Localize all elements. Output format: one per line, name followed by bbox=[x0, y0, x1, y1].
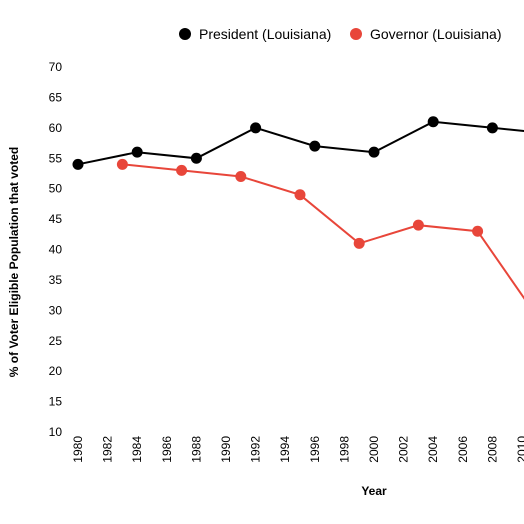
legend-item: President (Louisiana) bbox=[179, 26, 331, 42]
x-tick-label: 2010 bbox=[515, 436, 524, 463]
y-tick-label: 45 bbox=[49, 212, 63, 226]
data-point bbox=[368, 146, 380, 158]
legend-marker bbox=[350, 28, 362, 40]
x-tick-label: 1992 bbox=[249, 436, 263, 463]
series-line bbox=[77, 120, 524, 166]
legend-item: Governor (Louisiana) bbox=[350, 26, 502, 42]
data-point bbox=[353, 237, 365, 249]
legend-label: President (Louisiana) bbox=[199, 26, 331, 42]
data-point bbox=[294, 189, 306, 201]
y-tick-label: 10 bbox=[49, 425, 63, 439]
y-axis-title: % of Voter Eligible Population that vote… bbox=[7, 147, 21, 377]
x-tick-label: 1986 bbox=[160, 436, 174, 463]
data-point bbox=[309, 140, 321, 152]
data-point bbox=[412, 219, 424, 231]
y-tick-label: 30 bbox=[49, 303, 63, 317]
y-tick-label: 25 bbox=[49, 334, 63, 348]
x-tick-label: 1980 bbox=[71, 436, 85, 463]
legend-marker bbox=[179, 28, 191, 40]
y-tick-label: 40 bbox=[49, 243, 63, 257]
data-point bbox=[116, 158, 128, 170]
y-tick-label: 70 bbox=[49, 60, 63, 74]
x-axis-ticks: 1980 1982 1984 1986 1988 1990 1992 1994 1996 1998… bbox=[71, 436, 524, 463]
y-tick-label: 50 bbox=[49, 182, 63, 196]
data-point bbox=[131, 146, 143, 158]
x-tick-label: 2006 bbox=[456, 436, 470, 463]
data-point bbox=[427, 116, 439, 128]
x-tick-label: 1984 bbox=[130, 436, 144, 463]
series-line bbox=[122, 163, 524, 300]
x-tick-label: 1990 bbox=[219, 436, 233, 463]
y-axis-ticks: 10 15 20 25 30 35 40 45 50 55 60 65 70 bbox=[49, 60, 63, 439]
x-tick-label: 1982 bbox=[101, 436, 115, 463]
legend: President (Louisiana) Governor (Louisiana… bbox=[179, 26, 502, 42]
data-point bbox=[235, 171, 247, 182]
data-point bbox=[486, 122, 498, 134]
y-tick-label: 35 bbox=[49, 273, 63, 287]
y-tick-label: 55 bbox=[49, 151, 63, 165]
series-layer bbox=[72, 116, 524, 300]
x-tick-label: 1994 bbox=[278, 436, 292, 463]
y-tick-label: 20 bbox=[49, 364, 63, 378]
series-governor bbox=[116, 158, 524, 300]
x-tick-label: 1998 bbox=[337, 436, 351, 463]
x-tick-label: 2004 bbox=[426, 436, 440, 463]
data-point bbox=[176, 164, 188, 176]
y-tick-label: 60 bbox=[49, 121, 63, 135]
y-tick-label: 15 bbox=[49, 395, 63, 409]
series-president bbox=[72, 116, 524, 170]
x-tick-label: 1996 bbox=[308, 436, 322, 463]
x-tick-label: 2008 bbox=[485, 436, 499, 463]
x-tick-label: 2000 bbox=[367, 436, 381, 463]
data-point bbox=[190, 152, 202, 164]
x-tick-label: 2002 bbox=[397, 436, 411, 463]
x-tick-label: 1988 bbox=[189, 436, 203, 463]
data-point bbox=[72, 158, 84, 170]
legend-label: Governor (Louisiana) bbox=[370, 26, 502, 42]
data-point bbox=[250, 122, 262, 134]
y-tick-label: 65 bbox=[49, 90, 63, 104]
x-axis-title: Year bbox=[361, 484, 387, 498]
data-point bbox=[472, 225, 484, 237]
